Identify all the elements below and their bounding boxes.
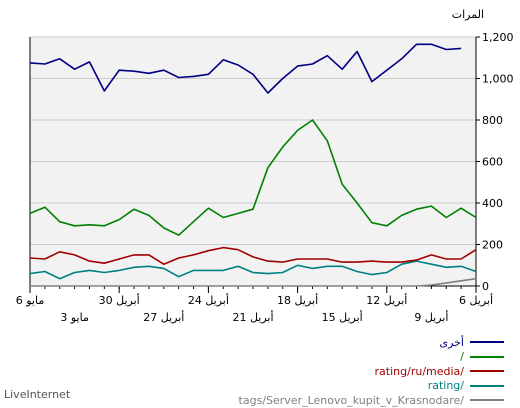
legend-swatch <box>470 384 504 387</box>
y-tick-label: 600 <box>482 156 503 169</box>
x-tick-label-lower: 27 أبريل <box>143 310 184 324</box>
legend-swatch <box>470 355 504 358</box>
plot-area: 0 200 400 600 800 1,000 1,200 6 مايو 30 أبريل 24 … <box>16 31 514 324</box>
legend-label: rating/ru/media/ <box>374 364 464 378</box>
y-tick-label: 0 <box>482 280 489 293</box>
legend-label: tags/Server_Lenovo_kupit_v_Krasnodare/ <box>238 393 464 407</box>
x-tick-label: 18 أبريل <box>277 293 318 307</box>
x-tick-label-lower: 9 أبريل <box>414 310 448 324</box>
series-line <box>29 260 477 280</box>
y-axis-label: المرات <box>452 8 484 21</box>
brand-label: LiveInternet <box>4 388 71 401</box>
line-chart: المرات 0 200 400 600 800 1,000 1,200 6 مايو 30 أ… <box>16 8 514 324</box>
legend-item: أخرى <box>439 334 504 350</box>
legend-swatch <box>470 399 504 401</box>
legend-swatch <box>470 341 504 343</box>
y-tick-label: 1,000 <box>482 73 514 86</box>
y-tick-label: 200 <box>482 239 503 252</box>
series-line <box>29 119 477 236</box>
x-tick-label-lower: 3 مايو <box>60 311 89 324</box>
legend-item: rating/ <box>428 378 504 394</box>
y-tick-label: 1,200 <box>482 31 514 44</box>
x-tick-label: 6 مايو <box>16 294 45 307</box>
series-line <box>29 43 462 94</box>
series-line <box>29 246 477 266</box>
legend-item: / <box>460 349 504 365</box>
x-tick-label: 24 أبريل <box>188 293 229 307</box>
y-tick-label: 800 <box>482 114 503 127</box>
legend-item: rating/ru/media/ <box>375 363 504 379</box>
x-tick-label: 6 أبريل <box>459 293 493 307</box>
y-tick-label: 400 <box>482 197 503 210</box>
legend-item: tags/Server_Lenovo_kupit_v_Krasnodare/ <box>239 392 504 408</box>
x-tick-label-lower: 21 أبريل <box>232 310 273 324</box>
series-line <box>30 277 477 287</box>
x-tick-label-lower: 15 أبريل <box>322 310 363 324</box>
legend-label: / <box>460 350 464 363</box>
legend-label: rating/ <box>427 379 464 392</box>
x-tick-label: 12 أبريل <box>366 293 407 307</box>
legend-swatch <box>470 370 504 372</box>
legend-label: أخرى <box>439 335 464 349</box>
x-tick-label: 30 أبريل <box>99 293 140 307</box>
